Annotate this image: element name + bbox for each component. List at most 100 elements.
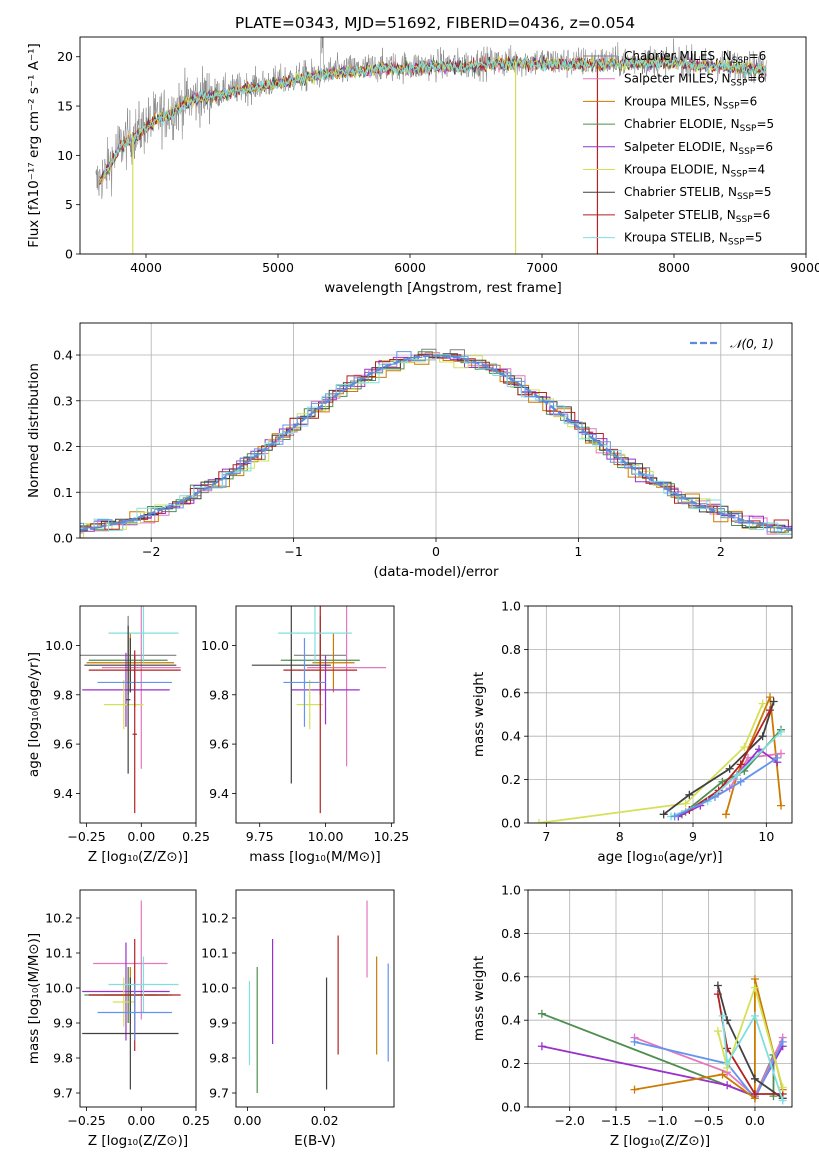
x-tick-label: 8 [616,829,624,844]
legend-label: Kroupa STELIB, NSSP=5 [624,231,762,248]
y-tick-label: 10 [57,148,73,163]
y-tick-label: 0.2 [53,439,73,454]
y-axis-label: age [log₁₀(age/yr)] [26,652,42,777]
y-tick-label: 0 [65,247,73,262]
x-axis-label: Z [log₁₀(Z/Z⊙)] [88,849,188,865]
age_vs_mass-frame [235,605,395,824]
y-axis-label: Flux [fλ10⁻¹⁷ erg cm⁻² s⁻¹ A⁻¹] [26,43,42,248]
y-tick-label: 15 [57,99,73,114]
series-line [634,1041,784,1100]
y-axis-label: Normed distribution [26,363,42,498]
mass_weight_vs_age-axes: 7 8 9 10 0.0 0.2 0.4 0.6 0.8 1.0 age [log₁₀(age/yr… [471,599,792,865]
data-marker [535,819,543,823]
y-tick-label: 10.1 [45,946,73,961]
y-tick-label: 9.9 [53,1016,73,1031]
legend-label: Kroupa MILES, NSSP=6 [624,94,757,111]
y-tick-label: 9.8 [209,687,229,702]
data-marker [750,983,759,992]
y-tick-label: 9.4 [53,786,73,801]
y-tick-label: 9.8 [209,1051,229,1066]
x-tick-label: 0.00 [127,1113,155,1128]
y-tick-label: 9.6 [53,737,73,752]
x-tick-label: 7000 [526,260,558,275]
y-tick-label: 9.8 [53,687,73,702]
y-tick-label: 10.0 [201,638,229,653]
data-marker [659,810,668,819]
x-tick-label: 7 [542,829,550,844]
data-marker [740,743,749,752]
legend-label: Chabrier ELODIE, NSSP=5 [624,117,774,134]
x-tick-label: 5000 [262,260,294,275]
data-marker [537,1042,546,1051]
series-line [717,985,784,1100]
age_vs_mass-plot [251,606,387,814]
x-tick-label: 0.0 [745,1113,765,1128]
spectrum-legend: Chabrier MILES, NSSP=6 Salpeter MILES, NS… [583,49,774,248]
age_vs_mass-axes: 9.75 10.00 10.25 9.4 9.6 9.8 10.0 mass [log₁₀(M… [201,638,409,865]
data-marker [630,1037,639,1046]
mass_vs_Z-plot [82,900,181,1090]
mass_weight_vs_Z-axes: −2.0 −1.5 −1.0 −0.5 0.0 0.0 0.2 0.4 0.6 0.8 1.0 Z [… [471,883,792,1149]
data-marker [750,1089,759,1098]
mass_vs_ebv-plot [248,900,389,1093]
x-tick-label: −0.5 [693,1113,723,1128]
y-tick-label: 9.7 [209,1086,229,1101]
y-tick-label: 9.8 [53,1051,73,1066]
spectrum-axes: 4000 5000 6000 7000 8000 9000 0 5 10 15 20 waveleng… [26,43,819,296]
y-tick-label: 0.0 [501,816,521,831]
x-tick-label: 8000 [658,260,690,275]
residual-frame [79,322,793,539]
age_vs_Z-frame [79,605,197,824]
legend-label: Salpeter STELIB, NSSP=6 [624,208,770,225]
y-tick-label: 0.8 [501,926,521,941]
data-marker [755,745,763,754]
y-tick-label: 1.0 [501,599,521,614]
y-tick-label: 0.4 [501,1013,521,1028]
legend-label: Chabrier MILES, NSSP=6 [624,49,766,66]
y-tick-label: 9.4 [209,786,229,801]
y-tick-label: 0.3 [53,393,73,408]
mass_vs_ebv-axes: 0.00 0.02 9.7 9.8 9.9 10.0 10.1 10.2 E(B-V) [201,911,338,1150]
gaussian-curve [80,354,792,532]
x-axis-label: mass [log₁₀(M/M⊙)] [249,849,380,865]
data-marker [713,990,722,999]
mass_weight_vs_age-plot [535,693,785,823]
y-tick-label: 1.0 [501,883,521,898]
x-tick-label: 0.25 [182,829,210,844]
x-tick-label: −2 [142,544,160,559]
data-marker [713,1027,722,1036]
spectrum-plot [95,37,767,254]
data-marker [778,1096,787,1105]
x-axis-label: Z [log₁₀(Z/Z⊙)] [88,1133,188,1149]
x-tick-label: 10 [758,829,774,844]
data-marker [713,981,722,990]
legend-label: 𝒩(0, 1) [730,337,774,351]
y-tick-label: 9.6 [209,737,229,752]
y-tick-label: 10.1 [201,946,229,961]
x-axis-label: age [log₁₀(age/yr)] [597,849,722,865]
series-line [725,696,782,815]
y-tick-label: 0.2 [501,772,521,787]
data-marker [718,1070,727,1079]
data-marker [750,1074,759,1083]
data-marker [777,749,785,758]
y-axis-label: mass weight [471,672,487,757]
x-tick-label: 0.25 [182,1113,210,1128]
y-tick-label: 0.2 [501,1056,521,1071]
mass_vs_Z-axes: −0.25 0.00 0.25 9.7 9.8 9.9 10.0 10.1 10.2 Z [log… [26,911,210,1150]
y-tick-label: 10.0 [45,981,73,996]
series-line [717,984,784,1088]
data-marker [750,974,759,983]
data-spectrum [95,37,767,200]
legend-label: Kroupa ELODIE, NSSP=4 [624,163,765,180]
x-tick-label: 0.02 [311,1113,339,1128]
x-tick-label: −1.5 [601,1113,631,1128]
x-axis-label: (data-model)/error [373,564,499,580]
x-tick-label: −1.0 [647,1113,677,1128]
y-tick-label: 0.0 [501,1100,521,1115]
x-tick-label: −0.25 [67,829,105,844]
x-tick-label: 2 [717,544,725,559]
series-line [688,709,771,811]
age_vs_Z-axes: −0.25 0.00 0.25 9.4 9.6 9.8 10.0 Z [log₁₀(Z/Z⊙)… [26,638,210,865]
